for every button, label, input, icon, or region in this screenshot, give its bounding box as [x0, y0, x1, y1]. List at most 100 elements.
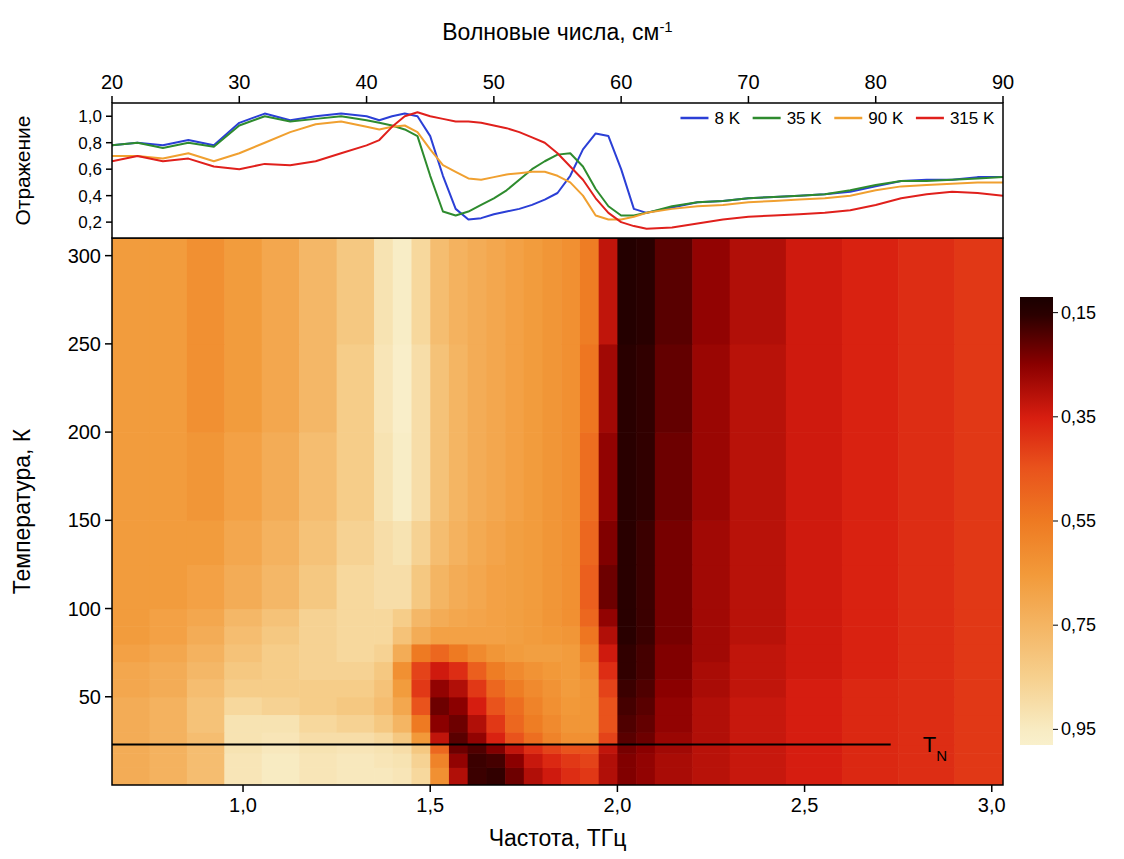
- heatmap-cell: [580, 432, 599, 521]
- heatmap-cell: [149, 732, 187, 745]
- heatmap-cell: [692, 644, 730, 662]
- heatmap-cell: [730, 626, 787, 644]
- heatmap-cell: [524, 238, 543, 344]
- heatmap-cell: [374, 564, 393, 609]
- heatmap-cell: [449, 644, 468, 662]
- plot-frame: [112, 103, 1003, 238]
- heatmap-cell: [580, 564, 599, 609]
- heatmap-cell: [543, 661, 562, 679]
- x-axis-title: Волновые числа, см-1: [442, 18, 672, 46]
- x-tick: [804, 785, 806, 792]
- x-axis-title: Частота, ТГц: [489, 825, 627, 851]
- x-tick: [748, 96, 750, 103]
- heatmap-cell: [411, 661, 430, 679]
- heatmap-cell: [898, 767, 955, 785]
- heatmap-cell: [112, 344, 150, 433]
- heatmap-cell: [599, 609, 618, 627]
- heatmap-cell: [580, 744, 599, 753]
- heatmap-cell: [692, 732, 730, 745]
- heatmap-cell: [786, 238, 843, 344]
- x-tick-label: 40: [355, 71, 377, 93]
- heatmap-cell: [617, 661, 636, 679]
- heatmap-cell: [486, 344, 505, 433]
- heatmap-cell: [543, 609, 562, 627]
- heatmap-cell: [524, 767, 543, 785]
- heatmap-cell: [430, 753, 449, 768]
- heatmap-cell: [411, 679, 430, 697]
- heatmap-cell: [543, 697, 562, 715]
- heatmap-cell: [543, 432, 562, 521]
- heatmap-cell: [486, 644, 505, 662]
- heatmap-cell: [449, 744, 468, 753]
- heatmap-cell: [430, 732, 449, 745]
- heatmap-cell: [599, 644, 618, 662]
- heatmap-cell: [954, 520, 1003, 565]
- heatmap-cell: [636, 744, 655, 753]
- heatmap-cell: [954, 564, 1003, 609]
- heatmap-cell: [299, 344, 337, 433]
- heatmap-cell: [730, 344, 787, 433]
- heatmap-cell: [187, 697, 225, 715]
- heatmap-cell: [954, 744, 1003, 753]
- heatmap-cell: [411, 520, 430, 565]
- heatmap-cell: [411, 732, 430, 745]
- legend-swatch: [753, 117, 781, 120]
- heatmap-cell: [617, 344, 636, 433]
- heatmap-cell: [374, 679, 393, 697]
- heatmap-cell: [524, 644, 543, 662]
- heatmap-cell: [599, 714, 618, 732]
- heatmap-cell: [655, 520, 693, 565]
- heatmap-cell: [187, 744, 225, 753]
- heatmap-cell: [692, 661, 730, 679]
- heatmap-cell: [561, 344, 580, 433]
- heatmap-cell: [411, 432, 430, 521]
- heatmap-cell: [262, 714, 300, 732]
- heatmap-cell: [224, 238, 262, 344]
- heatmap-cell: [262, 732, 300, 745]
- heatmap-cell: [187, 679, 225, 697]
- heatmap-cell: [580, 626, 599, 644]
- heatmap-cell: [543, 644, 562, 662]
- heatmap-cell: [411, 744, 430, 753]
- heatmap-cell: [599, 767, 618, 785]
- legend-swatch: [834, 117, 862, 120]
- colorbar-tick: [1053, 625, 1058, 626]
- heatmap-cell: [543, 626, 562, 644]
- x-tick-label: 20: [101, 71, 123, 93]
- heatmap-cell: [149, 767, 187, 785]
- heatmap-cell: [842, 732, 899, 745]
- heatmap-cell: [617, 238, 636, 344]
- heatmap-cell: [599, 732, 618, 745]
- heatmap-cell: [411, 644, 430, 662]
- heatmap-cell: [561, 714, 580, 732]
- heatmap-cell: [580, 609, 599, 627]
- heatmap-cell: [842, 697, 899, 715]
- heatmap-cell: [449, 679, 468, 697]
- heatmap-cell: [786, 564, 843, 609]
- heatmap-cell: [449, 697, 468, 715]
- heatmap-cell: [468, 661, 487, 679]
- heatmap-cell: [655, 714, 693, 732]
- heatmap-cell: [262, 767, 300, 785]
- colorbar-tick-label: 0,55: [1061, 511, 1096, 531]
- heatmap-cell: [149, 564, 187, 609]
- heatmap-cell: [393, 609, 412, 627]
- series-line: [112, 114, 1003, 220]
- tn-label-sub: N: [936, 747, 947, 764]
- heatmap-cell: [505, 344, 524, 433]
- heatmap-cell: [430, 767, 449, 785]
- heatmap-cell: [430, 238, 449, 344]
- heatmap-cell: [374, 520, 393, 565]
- heatmap-cell: [262, 238, 300, 344]
- heatmap-cell: [393, 520, 412, 565]
- heatmap-cell: [561, 609, 580, 627]
- heatmap-cell: [262, 344, 300, 433]
- heatmap-cell: [393, 679, 412, 697]
- heatmap-cell: [730, 644, 787, 662]
- heatmap-cell: [393, 564, 412, 609]
- y-tick-label: 250: [68, 333, 101, 355]
- x-tick-label: 90: [992, 71, 1014, 93]
- heatmap-cell: [561, 644, 580, 662]
- heatmap-cell: [599, 344, 618, 433]
- heatmap-cell: [299, 732, 337, 745]
